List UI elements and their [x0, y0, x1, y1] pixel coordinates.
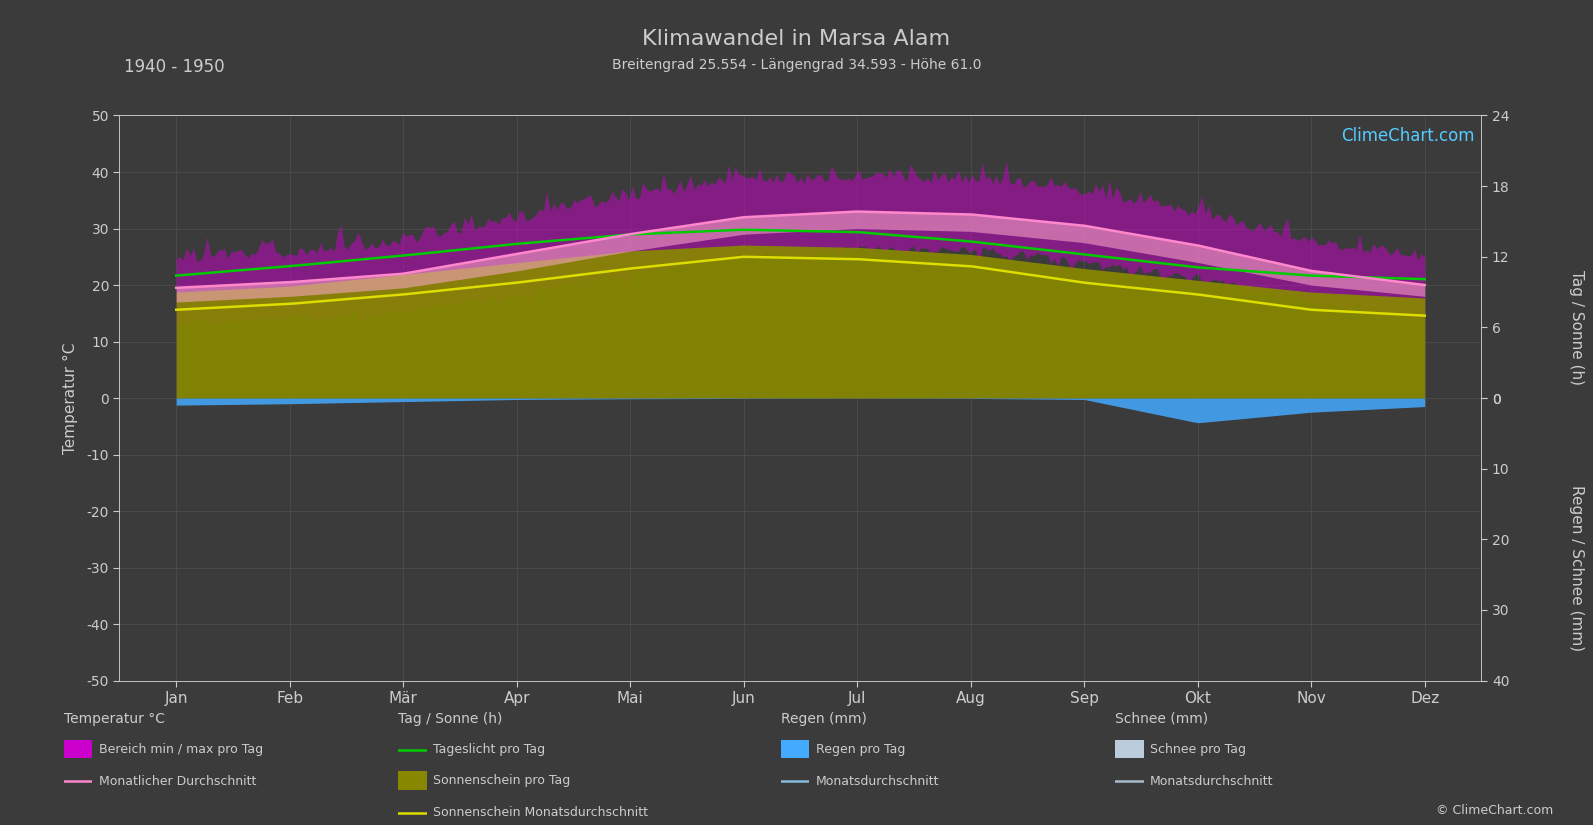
Text: Schnee (mm): Schnee (mm) [1115, 712, 1207, 726]
Text: Tageslicht pro Tag: Tageslicht pro Tag [433, 743, 545, 757]
Text: Breitengrad 25.554 - Längengrad 34.593 - Höhe 61.0: Breitengrad 25.554 - Längengrad 34.593 -… [612, 58, 981, 72]
Text: Tag / Sonne (h): Tag / Sonne (h) [1569, 270, 1585, 385]
Text: Sonnenschein Monatsdurchschnitt: Sonnenschein Monatsdurchschnitt [433, 806, 648, 819]
Text: Sonnenschein pro Tag: Sonnenschein pro Tag [433, 774, 570, 787]
Text: Klimawandel in Marsa Alam: Klimawandel in Marsa Alam [642, 29, 951, 49]
Text: Schnee pro Tag: Schnee pro Tag [1150, 742, 1246, 756]
Text: ClimeChart.com: ClimeChart.com [1341, 127, 1475, 145]
Text: © ClimeChart.com: © ClimeChart.com [1435, 804, 1553, 817]
Text: Monatlicher Durchschnitt: Monatlicher Durchschnitt [99, 775, 256, 788]
Text: 1940 - 1950: 1940 - 1950 [124, 58, 225, 76]
Text: Bereich min / max pro Tag: Bereich min / max pro Tag [99, 742, 263, 756]
Text: Regen (mm): Regen (mm) [781, 712, 867, 726]
Y-axis label: Temperatur °C: Temperatur °C [64, 342, 78, 454]
Text: Tag / Sonne (h): Tag / Sonne (h) [398, 712, 503, 726]
Text: Regen pro Tag: Regen pro Tag [816, 742, 905, 756]
Text: Regen / Schnee (mm): Regen / Schnee (mm) [1569, 484, 1585, 651]
Text: Temperatur °C: Temperatur °C [64, 712, 164, 726]
Text: Monatsdurchschnitt: Monatsdurchschnitt [816, 775, 940, 788]
Text: Monatsdurchschnitt: Monatsdurchschnitt [1150, 775, 1274, 788]
